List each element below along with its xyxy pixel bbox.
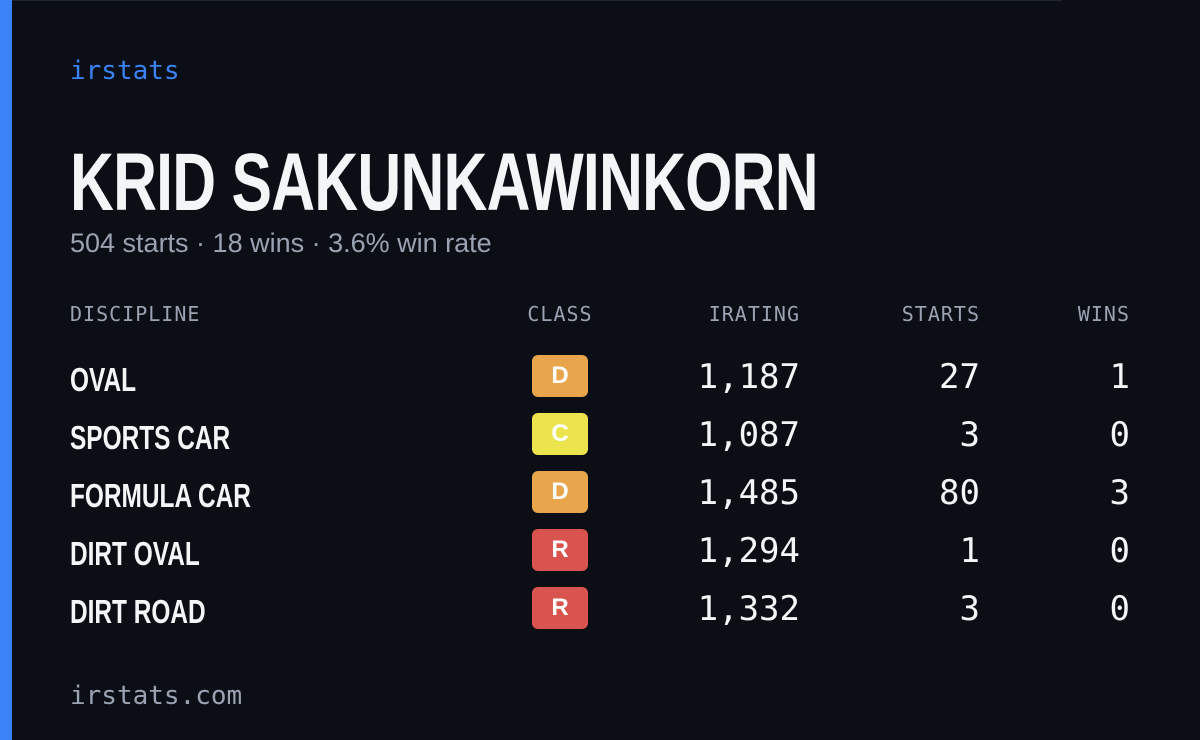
header-rule: [0, 0, 1062, 1]
wins: 3: [1109, 473, 1130, 513]
irating: 1,087: [697, 415, 800, 455]
discipline: OVAL: [70, 361, 137, 398]
starts: 80: [939, 473, 980, 513]
column-header: STARTS: [901, 302, 980, 326]
irating: 1,187: [697, 357, 800, 397]
discipline: DIRT OVAL: [70, 535, 200, 572]
column-header: IRATING: [708, 302, 800, 326]
wins: 0: [1109, 415, 1130, 455]
discipline: DIRT ROAD: [70, 593, 206, 630]
column-header: WINS: [1077, 302, 1130, 326]
class-badge: R: [532, 529, 588, 571]
driver-name: KRID SAKUNKAWINKORN: [70, 137, 819, 228]
starts: 1: [959, 531, 980, 571]
class-badge: D: [532, 471, 588, 513]
discipline: SPORTS CAR: [70, 419, 231, 456]
discipline: FORMULA CAR: [70, 477, 251, 514]
column-header: DISCIPLINE: [70, 302, 201, 326]
class-badge: R: [532, 587, 588, 629]
footer: irstats.com: [70, 681, 243, 711]
wins: 0: [1109, 531, 1130, 571]
starts: 27: [939, 357, 980, 397]
irating: 1,294: [697, 531, 800, 571]
summary: 504 starts · 18 wins · 3.6% win rate: [70, 228, 492, 258]
starts: 3: [959, 415, 980, 455]
brand: irstats: [70, 56, 180, 86]
wins: 1: [1109, 357, 1130, 397]
irating: 1,332: [697, 589, 800, 629]
irating: 1,485: [697, 473, 800, 513]
column-header: CLASS: [527, 302, 593, 326]
accent-bar: [0, 0, 12, 740]
class-badge: D: [532, 355, 588, 397]
starts: 3: [959, 589, 980, 629]
wins: 0: [1109, 589, 1130, 629]
class-badge: C: [532, 413, 588, 455]
